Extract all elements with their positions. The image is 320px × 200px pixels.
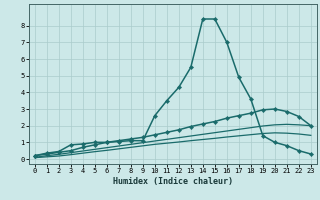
X-axis label: Humidex (Indice chaleur): Humidex (Indice chaleur)	[113, 177, 233, 186]
